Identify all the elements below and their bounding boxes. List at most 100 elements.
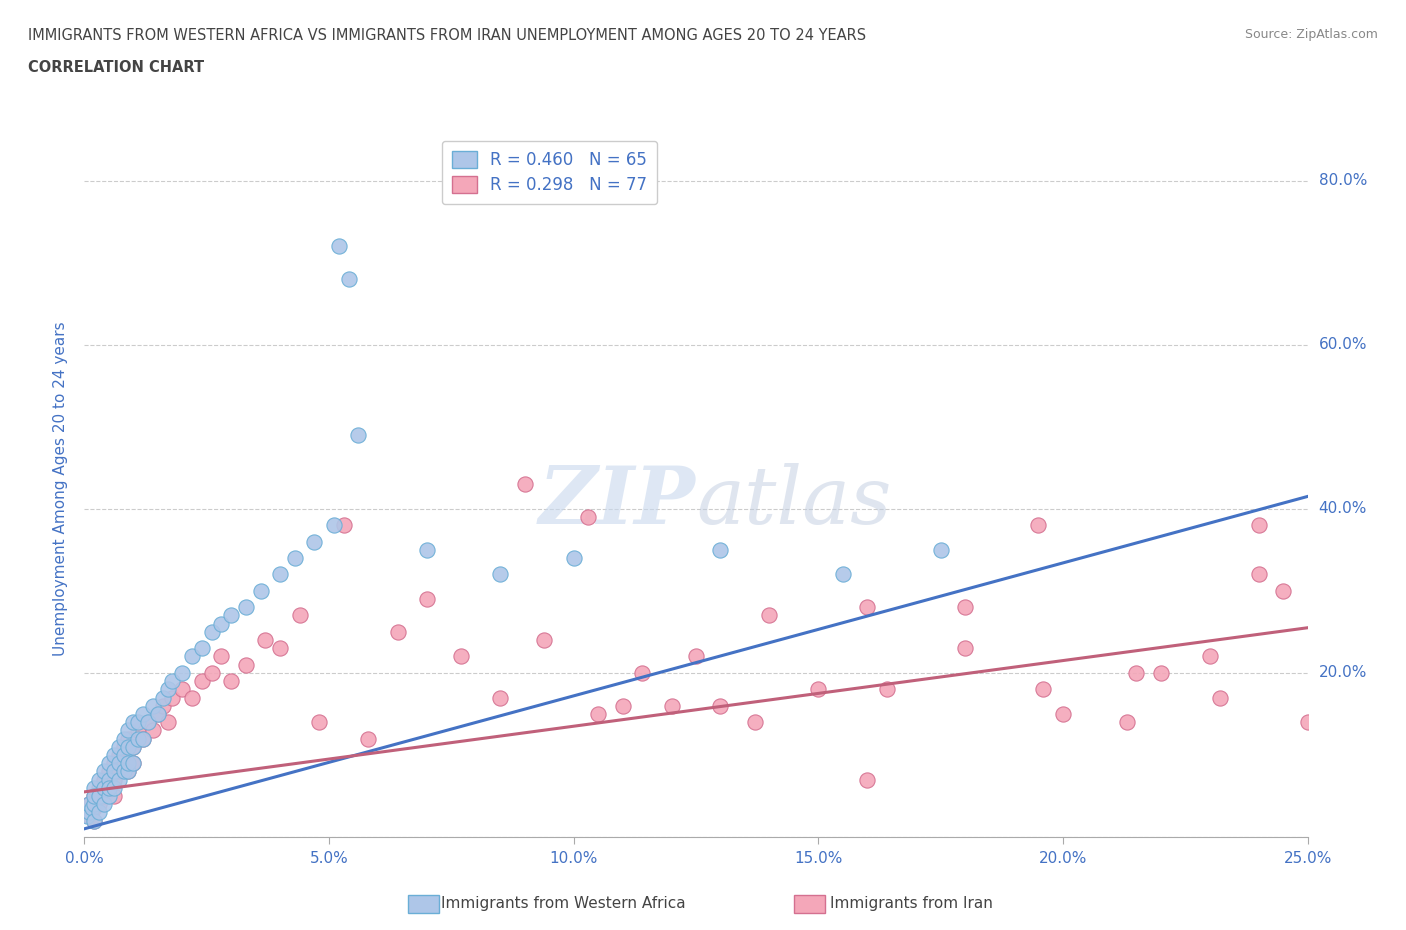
Point: [1272, 583, 1295, 598]
Point: [107, 756, 129, 771]
Text: 80.0%: 80.0%: [1319, 173, 1367, 188]
Point: [83, 789, 105, 804]
Point: [146, 707, 169, 722]
Point: [117, 731, 139, 746]
Point: [631, 666, 654, 681]
Point: [387, 624, 409, 639]
Point: [87, 772, 110, 787]
Point: [304, 534, 326, 549]
Point: [612, 698, 634, 713]
Point: [76, 809, 98, 824]
Point: [191, 673, 214, 688]
Point: [416, 591, 439, 606]
Point: [93, 764, 115, 778]
Point: [112, 731, 135, 746]
Point: [122, 739, 145, 754]
Point: [93, 797, 115, 812]
Point: [200, 624, 222, 639]
Point: [107, 739, 129, 754]
Point: [142, 723, 165, 737]
Point: [97, 756, 120, 771]
Point: [744, 714, 766, 729]
Y-axis label: Unemployment Among Ages 20 to 24 years: Unemployment Among Ages 20 to 24 years: [53, 321, 69, 656]
Point: [122, 756, 145, 771]
Point: [347, 428, 370, 443]
Point: [254, 632, 277, 647]
Point: [586, 707, 609, 722]
Point: [83, 801, 105, 816]
Point: [533, 632, 555, 647]
Point: [97, 772, 120, 787]
Text: IMMIGRANTS FROM WESTERN AFRICA VS IMMIGRANTS FROM IRAN UNEMPLOYMENT AMONG AGES 2: IMMIGRANTS FROM WESTERN AFRICA VS IMMIGR…: [28, 28, 866, 43]
Point: [249, 583, 271, 598]
Point: [191, 641, 214, 656]
Text: Immigrants from Western Africa: Immigrants from Western Africa: [441, 897, 686, 911]
Point: [1208, 690, 1230, 705]
Point: [357, 731, 380, 746]
Point: [103, 756, 125, 771]
Point: [685, 649, 707, 664]
Point: [929, 542, 952, 557]
Point: [117, 723, 139, 737]
Point: [562, 551, 585, 565]
Point: [87, 805, 110, 820]
Point: [1052, 707, 1074, 722]
Point: [80, 801, 103, 816]
Point: [269, 567, 291, 582]
Point: [112, 748, 135, 763]
Point: [284, 551, 307, 565]
Text: Source: ZipAtlas.com: Source: ZipAtlas.com: [1244, 28, 1378, 41]
Point: [1115, 714, 1137, 729]
Point: [709, 698, 731, 713]
Point: [117, 764, 139, 778]
Point: [122, 739, 145, 754]
Point: [107, 764, 129, 778]
Point: [856, 600, 879, 615]
Point: [758, 608, 780, 623]
Point: [288, 608, 311, 623]
Point: [103, 789, 125, 804]
Point: [162, 690, 184, 705]
Point: [117, 739, 139, 754]
Point: [107, 772, 129, 787]
Point: [152, 698, 174, 713]
Point: [1247, 518, 1270, 533]
Point: [122, 714, 145, 729]
Point: [112, 764, 135, 778]
Point: [93, 780, 115, 795]
Point: [112, 756, 135, 771]
Point: [450, 649, 472, 664]
Point: [416, 542, 439, 557]
Point: [1296, 714, 1319, 729]
Point: [876, 682, 898, 697]
Point: [209, 617, 232, 631]
Point: [162, 673, 184, 688]
Point: [209, 649, 232, 664]
Point: [103, 780, 125, 795]
Point: [328, 239, 350, 254]
Point: [107, 748, 129, 763]
Point: [709, 542, 731, 557]
Point: [1028, 518, 1050, 533]
Point: [219, 608, 242, 623]
Point: [1198, 649, 1220, 664]
Point: [117, 764, 139, 778]
Point: [136, 714, 159, 729]
Point: [1247, 567, 1270, 582]
Point: [322, 518, 344, 533]
Point: [83, 813, 105, 828]
Point: [235, 658, 257, 672]
Point: [172, 682, 194, 697]
Point: [76, 805, 98, 820]
Point: [122, 756, 145, 771]
Point: [200, 666, 222, 681]
Point: [513, 477, 536, 492]
Text: atlas: atlas: [696, 463, 891, 541]
Text: 60.0%: 60.0%: [1319, 338, 1367, 352]
Point: [97, 789, 120, 804]
Point: [337, 272, 360, 286]
Point: [103, 764, 125, 778]
Point: [489, 690, 512, 705]
Point: [332, 518, 354, 533]
Point: [172, 666, 194, 681]
